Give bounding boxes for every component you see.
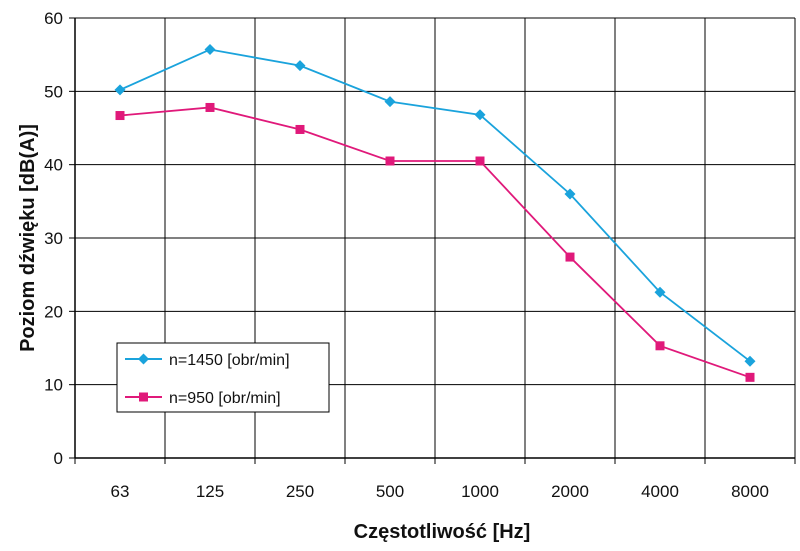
legend-marker-n950	[139, 392, 148, 402]
series-layer	[114, 44, 756, 382]
x-tick-label: 500	[376, 482, 404, 501]
legend-box	[116, 342, 330, 413]
y-tick-label: 0	[54, 449, 63, 468]
series-1-point	[475, 156, 485, 166]
x-tick-label: 4000	[641, 482, 679, 501]
legend: n=1450 [obr/min] n=950 [obr/min]	[116, 342, 330, 413]
y-tick-label: 50	[44, 82, 63, 101]
x-tick-label: 125	[196, 482, 224, 501]
series-0-point	[294, 60, 306, 72]
y-tick-label: 20	[44, 302, 63, 321]
series-0-point	[744, 355, 756, 367]
x-tick-label: 250	[286, 482, 314, 501]
series-0-point	[654, 286, 666, 298]
series-1-point	[745, 372, 755, 382]
y-axis: 0 10 20 30 40 50 60	[44, 9, 75, 468]
series-0-point	[474, 109, 486, 121]
series-1-point	[385, 156, 395, 166]
series-0-point	[204, 44, 216, 56]
y-tick-label: 10	[44, 376, 63, 395]
series-1-point	[655, 341, 665, 351]
legend-label-n1450: n=1450 [obr/min]	[169, 352, 290, 369]
y-tick-label: 60	[44, 9, 63, 28]
series-1-point	[115, 111, 125, 121]
y-tick-label: 30	[44, 229, 63, 248]
y-axis-title: Poziom dźwięku [dB(A)]	[17, 124, 39, 352]
x-tick-label: 2000	[551, 482, 589, 501]
x-axis-title: Częstotliwość [Hz]	[354, 521, 531, 543]
y-tick-label: 40	[44, 156, 63, 175]
series-line-0	[119, 48, 751, 362]
series-1-point	[565, 252, 575, 262]
series-0-point	[564, 188, 576, 200]
series-0-point	[384, 96, 396, 108]
legend-marker-n1450	[138, 353, 149, 365]
series-0-point	[114, 84, 126, 96]
x-tick-label: 63	[111, 482, 130, 501]
series-1-point	[295, 124, 305, 134]
legend-label-n950: n=950 [obr/min]	[169, 390, 281, 407]
x-tick-label: 8000	[731, 482, 769, 501]
series-1-point	[205, 102, 215, 112]
x-tick-label: 1000	[461, 482, 499, 501]
x-axis: 63 125 250 500 1000 2000 4000 8000	[74, 458, 796, 501]
series-line-1	[119, 106, 751, 379]
